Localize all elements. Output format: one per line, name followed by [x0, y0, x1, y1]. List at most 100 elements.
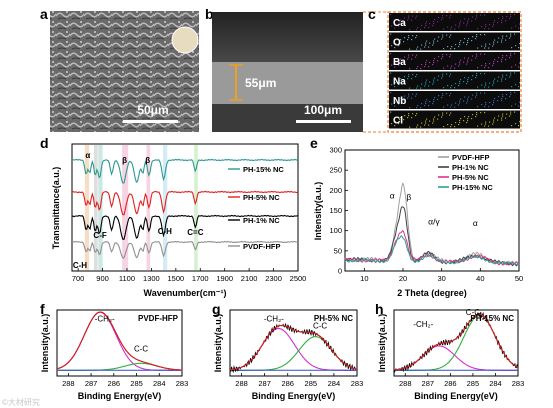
eds-map-na: Na	[389, 71, 521, 90]
eds-dot	[398, 64, 400, 66]
eds-dot	[408, 76, 410, 78]
eds-dot	[442, 54, 444, 56]
eds-dot	[438, 36, 440, 38]
eds-dot	[437, 99, 439, 101]
eds-dot	[399, 99, 401, 101]
eds-dot	[458, 124, 460, 126]
eds-dot	[502, 76, 504, 78]
eds-dot	[514, 14, 516, 16]
eds-dot	[485, 102, 487, 104]
eds-dot	[433, 101, 435, 103]
eds-dot	[411, 58, 413, 60]
eds-dot	[498, 37, 500, 39]
eds-dot	[510, 53, 512, 55]
eds-element-label: Nb	[393, 96, 406, 107]
eds-dot	[515, 25, 517, 27]
x-tick-label: 288	[399, 379, 412, 388]
eds-dot	[433, 40, 435, 42]
eds-dot	[451, 85, 453, 87]
eds-dot	[454, 67, 456, 69]
eds-dot	[449, 114, 451, 116]
band-label: β	[122, 156, 127, 165]
eds-dot	[428, 27, 430, 29]
eds-dot	[398, 84, 400, 86]
eds-dot	[411, 78, 413, 80]
eds-dot	[390, 53, 392, 55]
eds-dot	[425, 122, 427, 124]
eds-dot	[391, 103, 393, 105]
eds-dot	[505, 78, 507, 80]
eds-dot	[399, 82, 401, 84]
eds-dot	[390, 92, 392, 94]
eds-dot	[511, 47, 513, 49]
eds-dot	[447, 26, 449, 28]
eds-dot	[407, 117, 409, 119]
x-tick-label: 1700	[192, 274, 209, 283]
eds-dot	[454, 87, 456, 89]
eds-dot	[464, 57, 466, 59]
scale-label-a: 50μm	[137, 103, 168, 117]
eds-dot	[510, 33, 512, 35]
eds-dot	[424, 124, 426, 126]
eds-dot	[476, 55, 478, 57]
eds-dot	[447, 65, 449, 67]
eds-dot	[409, 29, 411, 31]
eds-dot	[403, 41, 405, 43]
eds-dot	[400, 39, 402, 41]
eds-map-bg	[389, 71, 520, 90]
eds-dot	[506, 16, 508, 18]
eds-dot	[420, 126, 422, 128]
eds-dot	[446, 93, 448, 95]
eds-dot	[455, 44, 457, 46]
eds-dot	[493, 100, 495, 102]
eds-dot	[519, 23, 521, 25]
legend-label: PVDF-HFP	[243, 242, 281, 251]
legend-d: PH-15% NC PH-5% NC PH-1% NC PVDF-HFP	[228, 165, 284, 251]
xrd-series	[344, 182, 520, 267]
eds-dot	[400, 58, 402, 60]
panel-f: f PVDF-HFP -CH₂- C-C 288 287 286 285 284 283 Bindi…	[40, 301, 188, 401]
thickness-label: 55μm	[245, 76, 276, 90]
eds-dot	[511, 105, 513, 107]
eds-dot	[492, 26, 494, 28]
eds-dot	[518, 86, 520, 88]
eds-dot	[485, 123, 487, 125]
eds-dot	[449, 75, 451, 77]
eds-dot	[399, 62, 401, 64]
ftir-series-line	[72, 190, 299, 216]
eds-dot	[506, 55, 508, 57]
eds-dot	[464, 38, 466, 40]
eds-dot	[493, 24, 495, 26]
eds-dot	[432, 122, 434, 124]
eds-dot	[489, 63, 491, 65]
eds-dot	[476, 114, 478, 116]
eds-dot	[412, 93, 414, 95]
eds-dot	[484, 28, 486, 30]
eds-dot	[409, 107, 411, 109]
peak-label: C-C	[466, 308, 480, 317]
eds-dot	[506, 74, 508, 76]
eds-dot	[421, 44, 423, 46]
eds-dot	[421, 103, 423, 105]
eds-dot	[425, 25, 427, 27]
eds-dot	[433, 118, 435, 120]
eds-dot	[501, 39, 503, 41]
eds-dot	[485, 121, 487, 123]
eds-dot	[438, 75, 440, 77]
sample-title-g: PH-5% NC	[314, 314, 353, 323]
eds-dot	[510, 94, 512, 96]
y-axis-label-h: Intensity(a.u.)	[377, 314, 387, 373]
eds-dot	[434, 38, 436, 40]
eds-dot	[467, 120, 469, 122]
eds-dot	[424, 66, 426, 68]
eds-dot	[477, 106, 479, 108]
eds-dot	[505, 20, 507, 22]
eds-dot	[472, 114, 474, 116]
eds-dot	[398, 45, 400, 47]
legend-label: PH-1% NC	[243, 216, 280, 225]
eds-dot	[438, 114, 440, 116]
panel-c: c Ca O Ba Na Nb Cl	[368, 6, 522, 133]
eds-dot	[464, 77, 466, 79]
eds-dot	[434, 116, 436, 118]
eds-dot	[489, 102, 491, 104]
